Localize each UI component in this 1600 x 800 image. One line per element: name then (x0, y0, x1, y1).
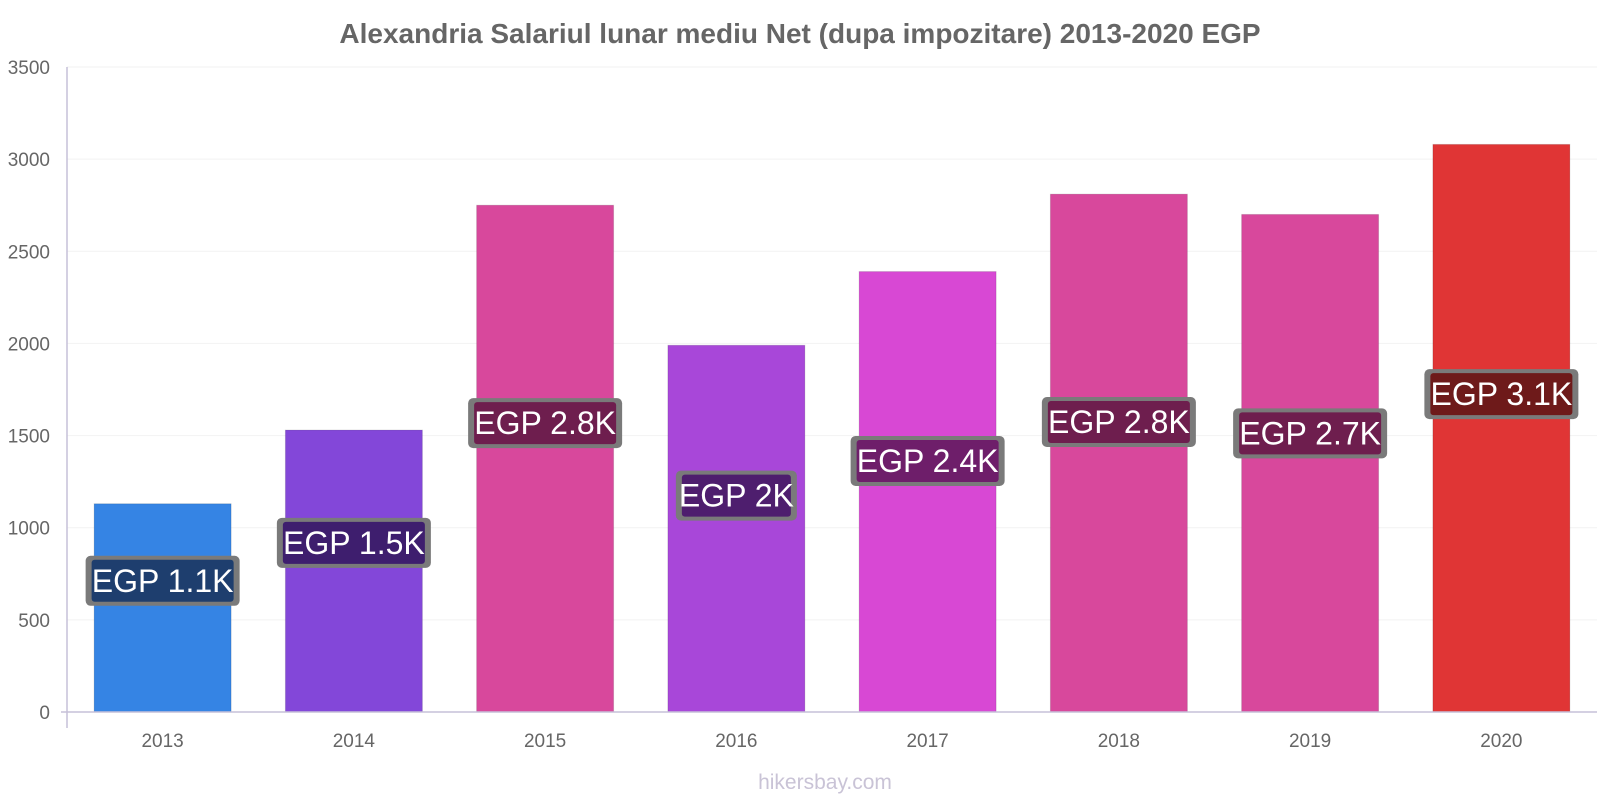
y-tick-label: 500 (18, 611, 50, 632)
bar (93, 503, 232, 713)
x-tick-label: 2018 (1098, 731, 1140, 752)
data-label: EGP 2.8K (1048, 404, 1190, 440)
data-label-group: EGP 2.7K (1233, 408, 1388, 459)
y-tick-label: 2500 (8, 242, 50, 263)
x-tick-label: 2020 (1480, 731, 1522, 752)
data-label: EGP 1.1K (92, 563, 234, 599)
data-label-bg (474, 402, 617, 445)
data-label: EGP 2K (679, 478, 794, 514)
data-label-bg (856, 439, 999, 482)
y-tick-label: 1000 (8, 519, 50, 540)
data-label-group: EGP 1.5K (276, 517, 431, 568)
data-label-bg (1047, 401, 1190, 444)
bar (858, 271, 997, 713)
bar (1432, 143, 1571, 713)
axes: 0 500 1000 1500 2000 2500 3000 3500 2013 2014 2015… (8, 58, 1597, 752)
data-label-group: EGP 2K (675, 470, 797, 521)
y-tick-label: 3000 (8, 150, 50, 171)
data-label-bg (681, 474, 791, 517)
bar (667, 344, 806, 713)
bar (476, 204, 615, 713)
data-label-group: EGP 1.1K (85, 555, 240, 606)
x-tick-label: 2013 (141, 731, 183, 752)
data-label-group: EGP 2.4K (850, 435, 1005, 486)
bars (93, 143, 1571, 713)
data-label-group: EGP 3.1K (1424, 369, 1579, 420)
data-label-bg (1430, 373, 1573, 416)
data-label: EGP 1.5K (283, 525, 425, 561)
x-tick-label: 2014 (333, 731, 376, 752)
data-label-bg (1239, 412, 1382, 455)
data-label: EGP 2.7K (1239, 415, 1381, 451)
watermark-text: hikersbay.com (758, 771, 892, 794)
data-label-group: EGP 2.8K (1041, 397, 1196, 448)
x-tick-label: 2016 (715, 731, 757, 752)
data-label-bg (91, 559, 234, 602)
y-tick-label: 0 (39, 703, 50, 724)
bar (284, 429, 423, 713)
data-label: EGP 2.4K (857, 443, 999, 479)
data-label: EGP 3.1K (1431, 376, 1573, 412)
data-label-group: EGP 2.8K (468, 398, 623, 449)
x-tick-label: 2019 (1289, 731, 1331, 752)
y-tick-label: 3500 (8, 58, 50, 79)
bar (1241, 213, 1380, 713)
x-tick-label: 2015 (524, 731, 566, 752)
chart-title: Alexandria Salariul lunar mediu Net (dup… (339, 18, 1260, 49)
data-label-bg (282, 521, 425, 564)
data-labels: EGP 1.1K EGP 1.5K EGP 2.8K EGP 2K EGP 2.4K EG… (85, 369, 1579, 606)
x-tick-label: 2017 (906, 731, 948, 752)
data-label: EGP 2.8K (474, 405, 616, 441)
bar (1049, 193, 1188, 713)
y-tick-label: 2000 (8, 334, 50, 355)
y-tick-label: 1500 (8, 427, 50, 448)
